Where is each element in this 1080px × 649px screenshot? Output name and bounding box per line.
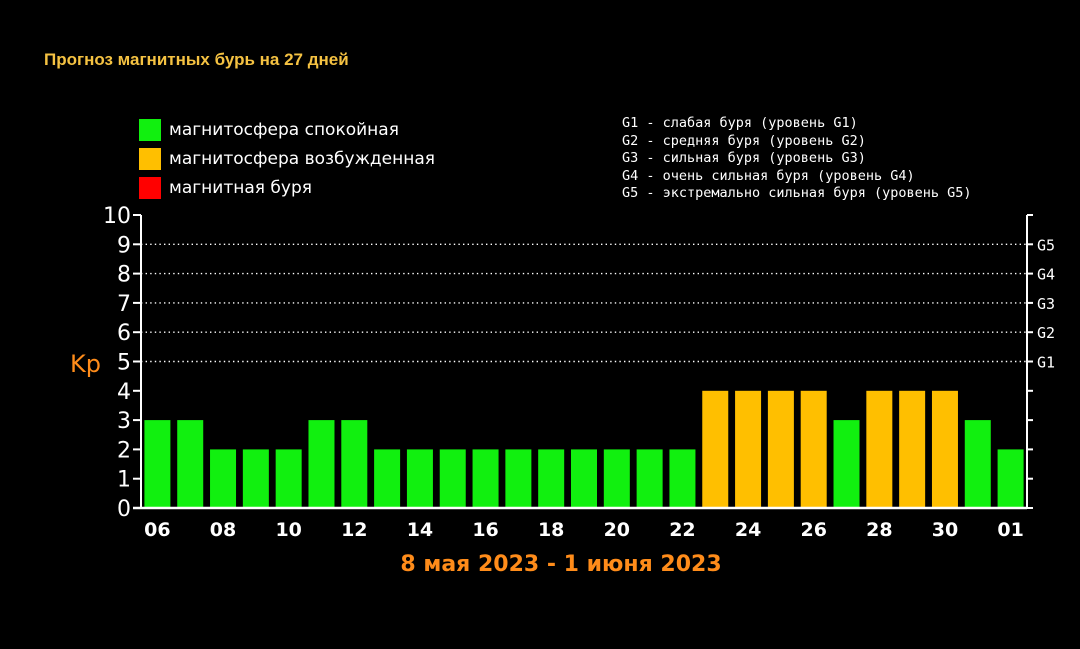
bar-24: [735, 390, 762, 508]
x-tick-label-12: 12: [341, 519, 367, 541]
y-axis-title: Kp: [70, 350, 101, 378]
bar-18: [538, 449, 565, 508]
bar-01: [997, 449, 1024, 508]
x-tick-label-24: 24: [735, 519, 761, 541]
legend-label-calm: магнитосфера спокойная: [169, 119, 399, 140]
y-tick-label-2: 2: [117, 438, 131, 463]
y-tick-label-1: 1: [117, 468, 131, 493]
bar-31: [964, 420, 991, 508]
legend-item-storm: магнитная буря: [139, 173, 435, 202]
color-legend: магнитосфера спокойная магнитосфера возб…: [139, 115, 435, 202]
legend-item-calm: магнитосфера спокойная: [139, 115, 435, 144]
y-tick-label-8: 8: [117, 263, 131, 288]
x-tick-label-26: 26: [800, 519, 826, 541]
x-tick-label-06: 06: [144, 519, 170, 541]
legend-swatch-storm: [139, 176, 161, 199]
x-tick-label-08: 08: [210, 519, 236, 541]
x-tick-label-16: 16: [472, 519, 498, 541]
bar-25: [767, 390, 794, 508]
bar-16: [472, 449, 499, 508]
x-tick-label-01: 01: [997, 519, 1023, 541]
bar-14: [406, 449, 433, 508]
legend-item-excited: магнитосфера возбужденная: [139, 144, 435, 173]
x-tick-label-18: 18: [538, 519, 564, 541]
bar-17: [505, 449, 532, 508]
bar-12: [341, 420, 368, 508]
bars-layer: [144, 390, 1024, 508]
storm-level-legend: G1 - слабая буря (уровень G1) G2 - средн…: [622, 115, 972, 203]
bar-28: [866, 390, 893, 508]
bar-26: [800, 390, 827, 508]
y-tick-label-10: 10: [103, 204, 131, 229]
y-tick-label-4: 4: [117, 380, 131, 405]
bar-21: [636, 449, 663, 508]
bar-30: [931, 390, 958, 508]
storm-level-g1: G1 - слабая буря (уровень G1): [622, 115, 858, 131]
storm-level-g4: G4 - очень сильная буря (уровень G4): [622, 167, 915, 184]
storm-level-g5: G5 - экстремально сильная буря (уровень …: [622, 185, 972, 201]
bar-22: [669, 449, 696, 508]
bar-29: [899, 390, 926, 508]
legend-label-storm: магнитная буря: [169, 177, 312, 198]
grid-layer: [141, 243, 1027, 363]
x-tick-label-14: 14: [407, 519, 433, 541]
y-tick-label-5: 5: [117, 351, 131, 376]
axes-layer: [133, 214, 1033, 510]
bar-11: [308, 420, 335, 508]
y-tick-label-6: 6: [117, 321, 131, 346]
bar-15: [439, 449, 466, 508]
g-level-label-g5: G5: [1037, 236, 1055, 254]
g-level-label-g1: G1: [1037, 354, 1055, 372]
g-level-label-g2: G2: [1037, 324, 1055, 342]
storm-level-g2: G2 - средняя буря (уровень G2): [622, 132, 866, 149]
page-title: Прогноз магнитных бурь на 27 дней: [44, 50, 349, 69]
bar-13: [374, 449, 401, 508]
bar-07: [177, 420, 204, 508]
g-level-label-g4: G4: [1037, 266, 1055, 284]
storm-level-g3: G3 - сильная буря (уровень G3): [622, 150, 866, 166]
y-tick-label-0: 0: [117, 497, 131, 522]
x-tick-label-10: 10: [275, 519, 301, 541]
bar-10: [275, 449, 302, 508]
g-level-label-g3: G3: [1037, 295, 1055, 313]
y-tick-label-7: 7: [117, 292, 131, 317]
legend-swatch-calm: [139, 118, 161, 141]
bar-19: [571, 449, 597, 508]
y-tick-label-9: 9: [117, 233, 131, 258]
x-tick-label-28: 28: [866, 519, 892, 541]
x-tick-label-22: 22: [669, 519, 695, 541]
y-tick-label-3: 3: [117, 409, 131, 434]
bar-23: [702, 390, 729, 508]
bar-09: [242, 449, 269, 508]
legend-label-excited: магнитосфера возбужденная: [169, 148, 435, 169]
bar-06: [144, 420, 171, 508]
x-tick-label-30: 30: [932, 519, 958, 541]
bar-08: [210, 449, 237, 508]
x-axis-title: 8 мая 2023 - 1 июня 2023: [400, 552, 721, 577]
x-tick-label-20: 20: [604, 519, 630, 541]
bar-20: [603, 449, 630, 508]
bar-27: [833, 420, 860, 508]
legend-swatch-excited: [139, 147, 161, 170]
